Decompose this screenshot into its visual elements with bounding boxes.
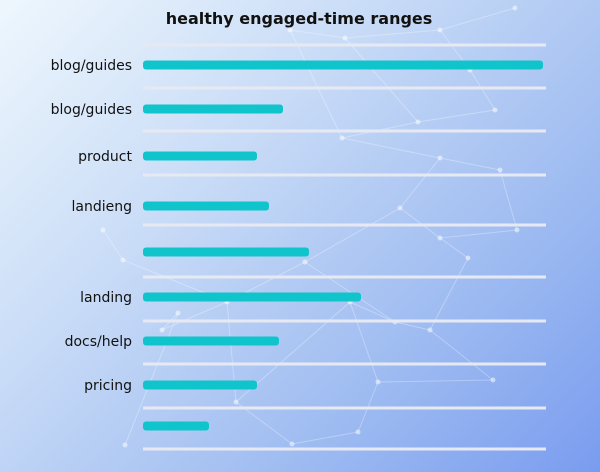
- bar-3: [143, 201, 269, 211]
- decor-link-14: [304, 261, 396, 323]
- bar-5: [143, 292, 361, 302]
- bar-1: [143, 104, 283, 114]
- decor-node-12: [514, 227, 520, 233]
- category-label-2: product: [78, 149, 132, 165]
- decor-link-15: [394, 321, 431, 331]
- category-label-1: blog/guides: [51, 102, 132, 118]
- decor-link-12: [304, 207, 401, 263]
- decor-node-22: [233, 399, 239, 405]
- decor-link-2: [439, 7, 516, 31]
- decor-link-28: [499, 169, 518, 231]
- decor-node-7: [339, 135, 345, 141]
- decor-node-17: [159, 327, 165, 333]
- bar-6: [143, 336, 279, 346]
- decor-link-1: [344, 29, 441, 39]
- decor-node-26: [175, 310, 181, 316]
- decor-node-28: [120, 257, 126, 263]
- decor-link-29: [102, 229, 124, 261]
- decor-link-24: [161, 301, 228, 331]
- decor-node-11: [437, 235, 443, 241]
- decor-node-5: [492, 107, 498, 113]
- bar-4: [143, 247, 309, 257]
- decor-node-8: [437, 155, 443, 161]
- decor-node-2: [437, 27, 443, 33]
- decor-node-0: [287, 27, 293, 33]
- decor-node-20: [375, 379, 381, 385]
- decor-link-13: [439, 237, 469, 259]
- decor-link-33: [429, 329, 494, 381]
- decor-link-26: [124, 312, 179, 446]
- decor-node-3: [512, 5, 518, 11]
- decor-node-25: [122, 442, 128, 448]
- decor-node-9: [497, 167, 503, 173]
- decor-node-13: [302, 259, 308, 265]
- category-labels: blog/guides blog/guides product landieng lan…: [51, 58, 133, 394]
- decor-node-14: [465, 255, 471, 261]
- category-label-6: docs/help: [65, 334, 133, 350]
- category-label-0: blog/guides: [51, 58, 132, 74]
- decor-link-16: [429, 257, 469, 331]
- decor-node-24: [289, 441, 295, 447]
- bar-7: [143, 380, 257, 390]
- decor-link-19: [377, 379, 494, 383]
- chart-title: healthy engaged-time ranges: [166, 9, 433, 28]
- decor-link-4: [469, 69, 496, 111]
- bar-series: [143, 60, 543, 431]
- decor-node-1: [342, 35, 348, 41]
- bar-0: [143, 60, 543, 70]
- bar-2: [143, 151, 257, 161]
- decor-link-31: [344, 37, 419, 123]
- decor-link-7: [341, 137, 441, 159]
- decor-link-21: [291, 431, 359, 445]
- bar-8: [143, 421, 209, 431]
- category-label-3: landieng: [72, 199, 133, 215]
- gridlines: [143, 43, 546, 451]
- decor-link-0: [289, 29, 346, 39]
- decor-node-10: [397, 205, 403, 211]
- decor-link-8: [439, 157, 501, 171]
- decor-node-21: [490, 377, 496, 383]
- decor-node-23: [355, 429, 361, 435]
- decor-node-16: [427, 327, 433, 333]
- decor-node-27: [100, 227, 106, 233]
- decor-link-32: [289, 29, 343, 139]
- decor-node-6: [415, 119, 421, 125]
- category-label-5: landing: [80, 290, 132, 306]
- category-label-7: pricing: [84, 378, 132, 394]
- decor-link-9: [399, 157, 441, 209]
- decor-link-5: [417, 109, 496, 123]
- decor-link-10: [399, 207, 441, 239]
- decor-link-11: [439, 229, 518, 239]
- decor-link-18: [349, 301, 379, 383]
- background-network-decoration: [100, 5, 520, 448]
- decor-link-17: [349, 301, 396, 323]
